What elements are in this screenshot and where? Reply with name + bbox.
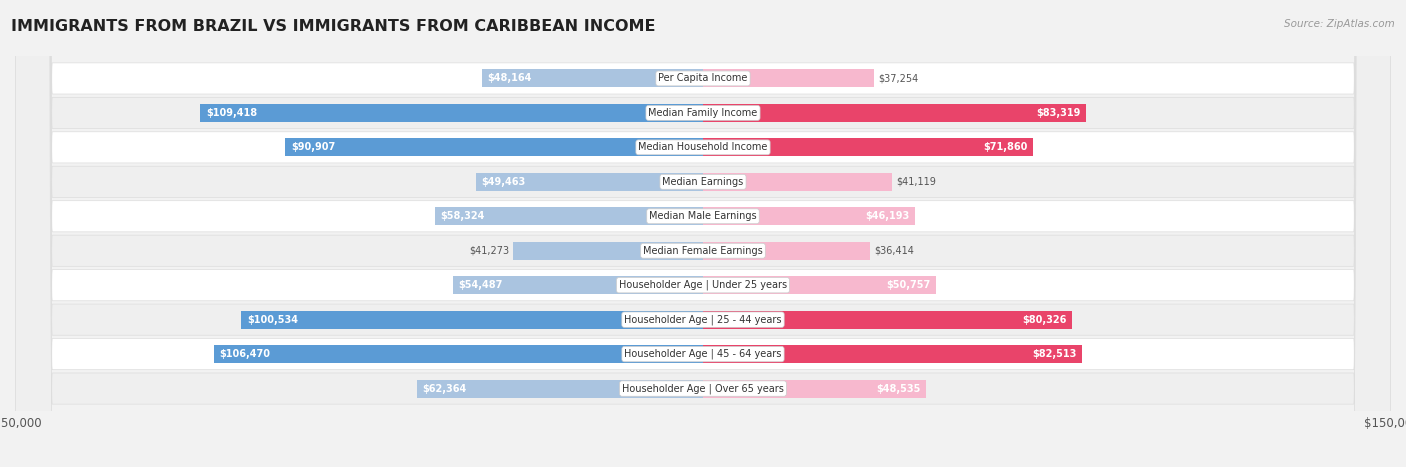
Bar xyxy=(703,242,870,260)
Bar xyxy=(434,207,703,225)
Text: Householder Age | Over 65 years: Householder Age | Over 65 years xyxy=(621,383,785,394)
FancyBboxPatch shape xyxy=(15,0,1391,467)
Bar xyxy=(285,138,703,156)
Text: $41,273: $41,273 xyxy=(470,246,509,256)
FancyBboxPatch shape xyxy=(15,0,1391,467)
Bar xyxy=(475,173,703,191)
Text: $49,463: $49,463 xyxy=(481,177,526,187)
Text: Median Male Earnings: Median Male Earnings xyxy=(650,211,756,221)
Bar xyxy=(703,311,1071,329)
Text: $90,907: $90,907 xyxy=(291,142,335,152)
Bar xyxy=(703,138,1033,156)
Bar xyxy=(482,70,703,87)
Text: $48,535: $48,535 xyxy=(876,383,921,394)
Bar xyxy=(703,104,1085,122)
FancyBboxPatch shape xyxy=(15,0,1391,467)
FancyBboxPatch shape xyxy=(15,0,1391,467)
Bar xyxy=(201,104,703,122)
Text: $48,164: $48,164 xyxy=(488,73,531,84)
Bar xyxy=(242,311,703,329)
Text: $71,860: $71,860 xyxy=(983,142,1028,152)
Text: Householder Age | 45 - 64 years: Householder Age | 45 - 64 years xyxy=(624,349,782,359)
Bar xyxy=(214,345,703,363)
Text: Median Earnings: Median Earnings xyxy=(662,177,744,187)
Text: $58,324: $58,324 xyxy=(440,211,485,221)
Text: $41,119: $41,119 xyxy=(896,177,936,187)
FancyBboxPatch shape xyxy=(15,0,1391,467)
Text: $83,319: $83,319 xyxy=(1036,108,1080,118)
FancyBboxPatch shape xyxy=(15,0,1391,467)
Text: $50,757: $50,757 xyxy=(886,280,931,290)
FancyBboxPatch shape xyxy=(15,0,1391,467)
Text: $62,364: $62,364 xyxy=(422,383,467,394)
Text: IMMIGRANTS FROM BRAZIL VS IMMIGRANTS FROM CARIBBEAN INCOME: IMMIGRANTS FROM BRAZIL VS IMMIGRANTS FRO… xyxy=(11,19,655,34)
Bar xyxy=(703,276,936,294)
Bar xyxy=(703,345,1083,363)
Text: Per Capita Income: Per Capita Income xyxy=(658,73,748,84)
Text: $100,534: $100,534 xyxy=(247,315,298,325)
Text: $82,513: $82,513 xyxy=(1032,349,1077,359)
Bar xyxy=(453,276,703,294)
Text: $54,487: $54,487 xyxy=(458,280,502,290)
Text: $46,193: $46,193 xyxy=(866,211,910,221)
Text: $80,326: $80,326 xyxy=(1022,315,1066,325)
Text: Median Household Income: Median Household Income xyxy=(638,142,768,152)
Text: $109,418: $109,418 xyxy=(205,108,257,118)
Text: $37,254: $37,254 xyxy=(879,73,918,84)
Text: Median Female Earnings: Median Female Earnings xyxy=(643,246,763,256)
Text: Median Family Income: Median Family Income xyxy=(648,108,758,118)
Bar xyxy=(703,173,891,191)
Text: $106,470: $106,470 xyxy=(219,349,270,359)
Bar xyxy=(416,380,703,397)
Text: $36,414: $36,414 xyxy=(875,246,914,256)
FancyBboxPatch shape xyxy=(15,0,1391,467)
FancyBboxPatch shape xyxy=(15,0,1391,467)
Bar xyxy=(703,380,927,397)
Text: Householder Age | Under 25 years: Householder Age | Under 25 years xyxy=(619,280,787,290)
Text: Source: ZipAtlas.com: Source: ZipAtlas.com xyxy=(1284,19,1395,28)
Bar xyxy=(703,207,915,225)
Text: Householder Age | 25 - 44 years: Householder Age | 25 - 44 years xyxy=(624,314,782,325)
Bar xyxy=(513,242,703,260)
Bar xyxy=(703,70,875,87)
FancyBboxPatch shape xyxy=(15,0,1391,467)
